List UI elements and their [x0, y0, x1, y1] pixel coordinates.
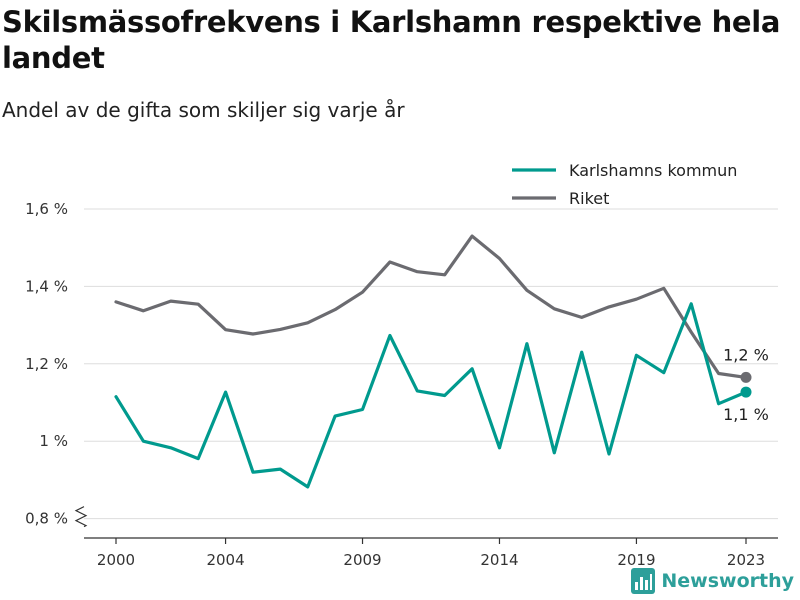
x-axis: 2000 2004 2009 2014 2019 2023 — [84, 537, 778, 569]
y-tick-label: 0,8 % — [25, 510, 68, 528]
series-line-karlshamn — [114, 302, 748, 489]
y-axis-ticks: 0,8 % 1 % 1,2 % 1,4 % 1,6 % — [25, 200, 88, 528]
x-tick-label: 2019 — [617, 551, 655, 569]
y-tick-label: 1,4 % — [25, 277, 68, 295]
y-tick-label: 1,2 % — [25, 355, 68, 373]
x-tick-label: 2000 — [97, 551, 135, 569]
x-tick-label: 2009 — [343, 551, 381, 569]
axis-break-icon — [74, 506, 88, 528]
chart-title: Skilsmässofrekvens i Karlshamn respektiv… — [2, 5, 781, 75]
series-lines — [114, 234, 752, 489]
gridlines — [84, 208, 778, 520]
chart-subtitle: Andel av de gifta som skiljer sig varje … — [2, 98, 405, 122]
bar-chart-icon — [631, 568, 656, 594]
end-label-karlshamn: 1,1 % — [723, 405, 769, 424]
end-point-riket — [740, 371, 752, 383]
x-tick-label: 2004 — [206, 551, 244, 569]
series-line-riket — [114, 234, 748, 379]
newsworthy-logo: Newsworthy — [631, 568, 794, 594]
legend-label: Karlshamns kommun — [569, 161, 737, 180]
legend-label: Riket — [569, 189, 609, 208]
y-tick-label: 1,6 % — [25, 200, 68, 218]
logo-text: Newsworthy — [661, 570, 794, 592]
x-tick-label: 2023 — [727, 551, 765, 569]
y-tick-label: 1 % — [39, 432, 68, 450]
end-point-karlshamn — [740, 386, 752, 398]
end-labels: 1,2 % 1,1 % — [723, 345, 769, 424]
end-label-riket: 1,2 % — [723, 345, 769, 364]
x-tick-label: 2014 — [480, 551, 518, 569]
legend: Karlshamns kommun Riket — [512, 161, 737, 208]
